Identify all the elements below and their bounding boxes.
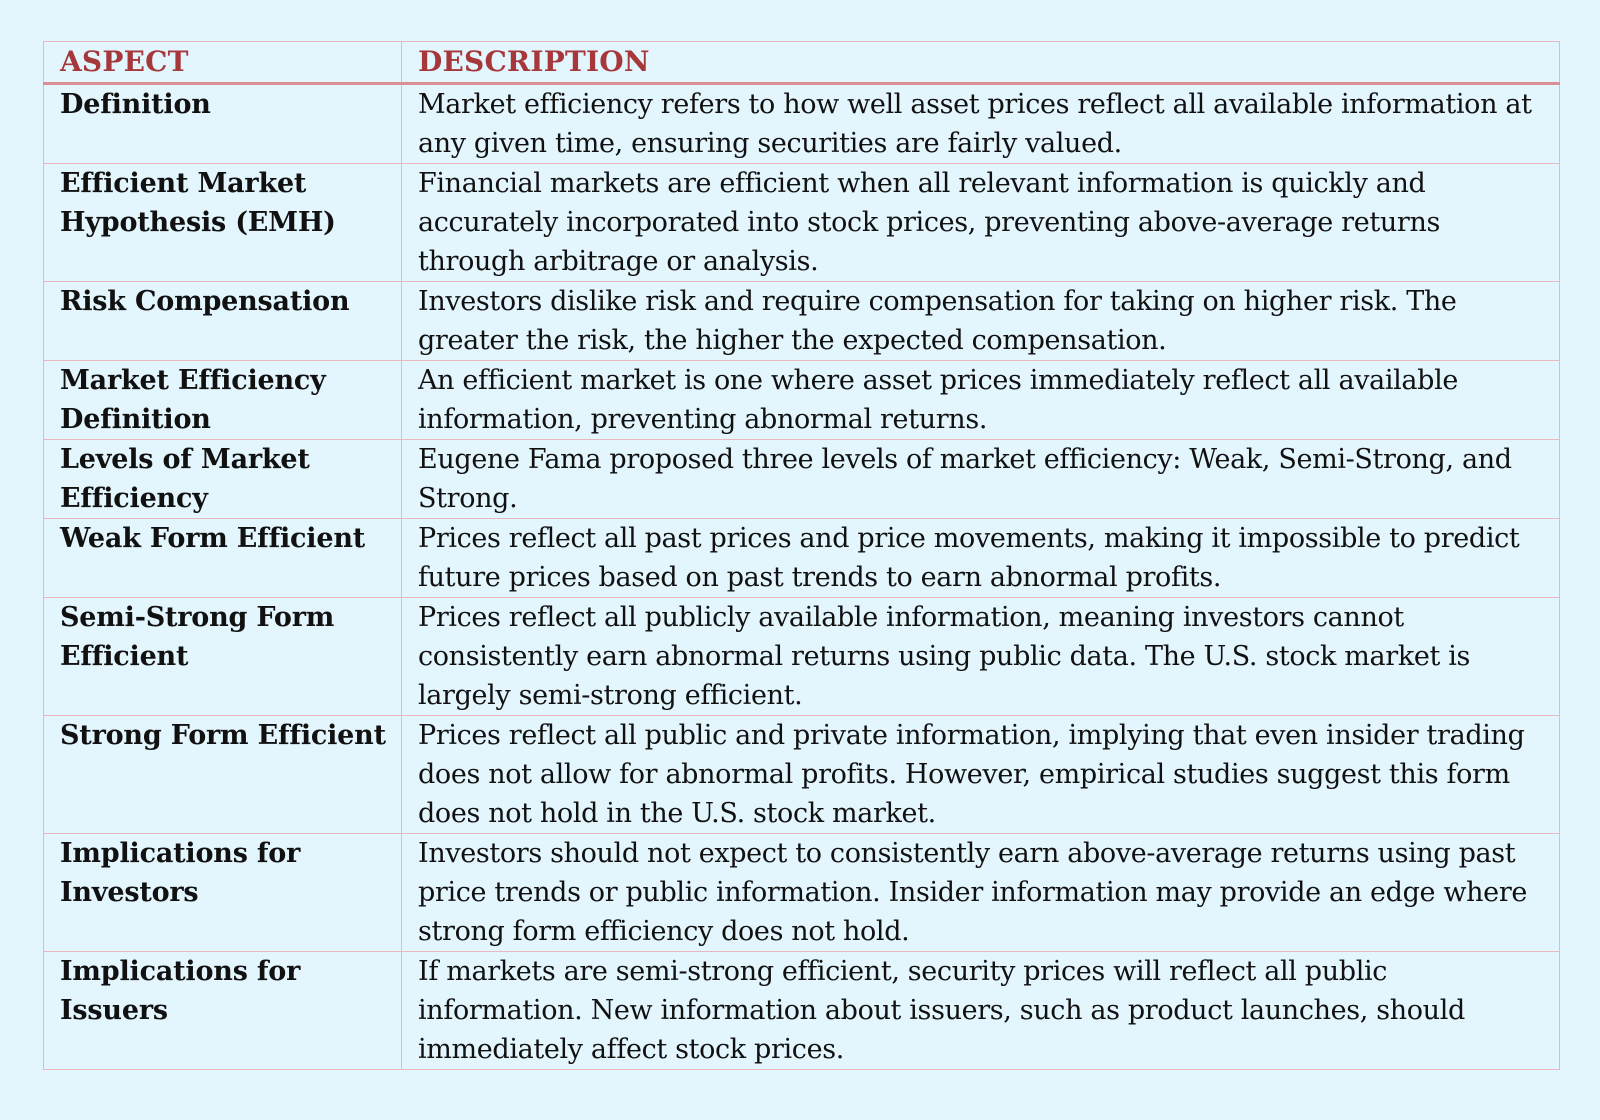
description-cell: Financial markets are efficient when all… — [401, 163, 1560, 282]
description-cell: An efficient market is one where asset p… — [401, 360, 1560, 440]
aspect-cell: Strong Form Efficient — [43, 715, 402, 834]
header-row: ASPECT DESCRIPTION — [43, 41, 1560, 85]
description-cell: Prices reflect all publicly available in… — [401, 597, 1560, 716]
table-row: Implications for Investors Investors sho… — [43, 833, 1560, 952]
aspect-cell: Market Efficiency Definition — [43, 360, 402, 440]
aspect-cell: Levels of Market Efficiency — [43, 439, 402, 519]
description-cell: Investors should not expect to consisten… — [401, 833, 1560, 952]
description-cell: If markets are semi-strong efficient, se… — [401, 951, 1560, 1070]
description-cell: Investors dislike risk and require compe… — [401, 281, 1560, 361]
description-cell: Eugene Fama proposed three levels of mar… — [401, 439, 1560, 519]
market-efficiency-table: ASPECT DESCRIPTION Definition Market eff… — [43, 41, 1560, 1070]
aspect-cell: Semi-Strong Form Efficient — [43, 597, 402, 716]
table-row: Risk Compensation Investors dislike risk… — [43, 281, 1560, 361]
aspect-cell: Definition — [43, 83, 402, 164]
table-row: Weak Form Efficient Prices reflect all p… — [43, 518, 1560, 598]
column-header-description: DESCRIPTION — [401, 41, 1560, 85]
table-row: Semi-Strong Form Efficient Prices reflec… — [43, 597, 1560, 716]
table-row: Strong Form Efficient Prices reflect all… — [43, 715, 1560, 834]
table-row: Efficient Market Hypothesis (EMH) Financ… — [43, 163, 1560, 282]
aspect-cell: Implications for Issuers — [43, 951, 402, 1070]
column-header-aspect: ASPECT — [43, 41, 402, 85]
aspect-cell: Efficient Market Hypothesis (EMH) — [43, 163, 402, 282]
description-cell: Prices reflect all past prices and price… — [401, 518, 1560, 598]
aspect-cell: Implications for Investors — [43, 833, 402, 952]
table-row: Implications for Issuers If markets are … — [43, 951, 1560, 1070]
description-cell: Market efficiency refers to how well ass… — [401, 83, 1560, 164]
table-row: Market Efficiency Definition An efficien… — [43, 360, 1560, 440]
aspect-cell: Risk Compensation — [43, 281, 402, 361]
aspect-cell: Weak Form Efficient — [43, 518, 402, 598]
description-cell: Prices reflect all public and private in… — [401, 715, 1560, 834]
table-row: Levels of Market Efficiency Eugene Fama … — [43, 439, 1560, 519]
table-row: Definition Market efficiency refers to h… — [43, 83, 1560, 164]
